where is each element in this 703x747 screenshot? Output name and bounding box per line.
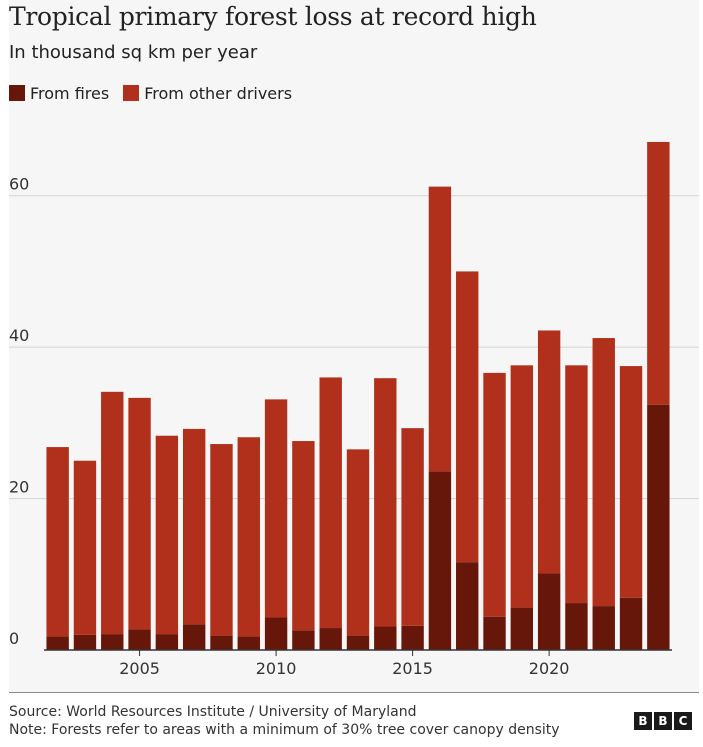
legend-item-other-drivers: From other drivers [123, 84, 292, 103]
bar-segment [647, 404, 670, 650]
bar-segment [537, 330, 561, 574]
bar-segment [319, 628, 342, 650]
bar-segment [319, 377, 342, 629]
legend-label-other-drivers: From other drivers [144, 83, 293, 103]
legend-item-fires: From fires [9, 84, 109, 103]
chart-subtitle: In thousand sq km per year [9, 42, 258, 63]
bar-segment [237, 437, 260, 637]
bar-segment [647, 141, 670, 405]
bar-segment [155, 634, 179, 650]
x-tick-label: 2005 [119, 659, 160, 678]
bar-segment [537, 573, 561, 650]
footer-text: Source: World Resources Institute / Univ… [9, 703, 560, 739]
bar-segment [155, 435, 179, 635]
y-tick-label: 20 [9, 478, 29, 497]
bar-segment [292, 630, 315, 650]
bar-segment [565, 603, 588, 650]
bar-segment [346, 635, 370, 650]
bar-segment [182, 624, 206, 650]
bar-segment [210, 444, 233, 636]
footer-divider [9, 692, 699, 693]
bar-segment [101, 391, 124, 635]
bar-segment [619, 597, 643, 650]
bar-segment [128, 397, 151, 630]
bar-segment [374, 378, 397, 627]
bar-segment [46, 447, 69, 637]
bar-segment [456, 271, 479, 563]
legend-swatch-fires [9, 85, 25, 101]
bar-segment [483, 372, 506, 617]
bar-segment [401, 625, 424, 650]
source-text: Source: World Resources Institute / Univ… [9, 704, 417, 720]
bar-segment [73, 634, 97, 650]
bbc-logo-letter: B [634, 712, 652, 730]
bar-segment [456, 562, 479, 650]
legend: From fires From other drivers [9, 82, 292, 104]
bar-segment [565, 365, 588, 604]
legend-swatch-other-drivers [123, 85, 140, 101]
y-tick-label: 0 [9, 629, 19, 648]
x-tick-label: 2015 [392, 659, 433, 678]
bbc-logo-letter: C [674, 712, 692, 730]
bbc-logo-letter: B [654, 712, 672, 730]
bar-segment [46, 636, 69, 650]
bar-segment [483, 616, 506, 650]
y-tick-label: 40 [9, 326, 29, 345]
bar-segment [619, 366, 643, 598]
bar-segment [292, 441, 315, 631]
bbc-logo: B B C [634, 712, 692, 730]
bar-segment [401, 428, 424, 626]
bar-segment [428, 471, 452, 650]
bar-segment [101, 634, 124, 650]
bar-segment [210, 635, 233, 650]
bar-segment [237, 636, 260, 650]
bar-segment [264, 617, 288, 650]
note-text: Note: Forests refer to areas with a mini… [9, 722, 560, 738]
y-tick-label: 60 [9, 175, 29, 194]
bar-segment [374, 626, 397, 650]
legend-label-fires: From fires [30, 83, 110, 103]
bar-segment [73, 460, 97, 635]
bar-segment [510, 607, 534, 650]
x-tick-label: 2020 [529, 659, 570, 678]
chart-title: Tropical primary forest loss at record h… [9, 2, 537, 31]
bar-segment [592, 606, 615, 650]
bar-chart: 0 20 40 60 2005 2010 2015 2020 [9, 141, 699, 678]
bar-segment [128, 629, 151, 650]
bar-segment [428, 186, 452, 472]
x-tick-label: 2010 [256, 659, 297, 678]
bar-segment [182, 428, 206, 625]
bar-segment [346, 449, 370, 636]
bar-segment [264, 399, 288, 618]
bar-segment [592, 338, 615, 607]
bar-segment [510, 365, 534, 608]
